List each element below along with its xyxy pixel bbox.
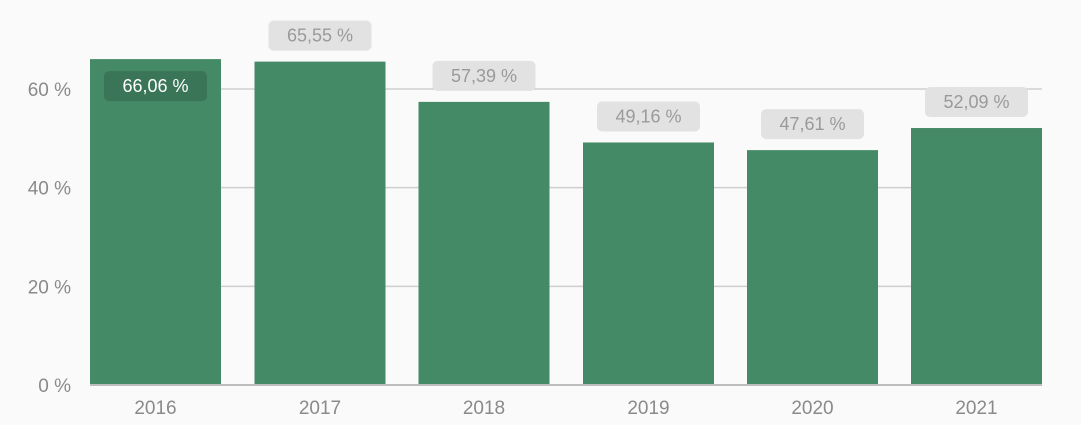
x-tick-label: 2016 [134,398,176,419]
data-label-text: 49,16 % [615,106,681,126]
y-tick-label: 20 % [28,277,71,298]
data-label-2018: 57,39 % [432,60,536,91]
bar-2016 [90,59,221,385]
bar-2020 [747,150,878,385]
data-label-box [432,60,536,91]
x-tick-label: 2020 [791,398,833,419]
data-label-2021: 52,09 % [925,87,1028,118]
axis-layer: 0 % 20 % 40 % 60 % 2016 2017 2018 2019 2020 2021 [28,80,1042,419]
data-label-box [104,71,207,102]
x-tick-label: 2019 [627,398,669,419]
y-tick-label: 40 % [28,179,71,200]
bar-2019 [583,142,714,385]
data-label-text: 57,39 % [451,66,517,86]
data-label-box [925,87,1028,118]
bars-layer [90,59,1042,386]
data-label-2017: 65,55 % [268,20,372,51]
x-tick-label: 2021 [955,398,997,419]
bar-2017 [254,61,386,386]
data-label-2019: 49,16 % [597,101,700,132]
data-label-box [268,20,372,51]
bar-2021 [911,128,1042,386]
grid-layer [90,88,1042,288]
data-label-2016: 66,06 % [104,71,207,102]
y-tick-label: 60 % [28,80,71,101]
bar-2018 [418,101,550,385]
data-label-2020: 47,61 % [761,109,864,140]
data-label-text: 66,06 % [122,76,188,96]
data-label-box [761,109,864,140]
y-tick-label: 0 % [38,376,71,397]
x-tick-label: 2017 [299,398,341,419]
data-label-text: 65,55 % [287,26,353,46]
labels-layer: 66,06 % 65,55 % 57,39 % 49,16 % 47,61 % 52,09… [104,20,1028,140]
data-label-box [597,101,700,132]
data-label-text: 47,61 % [779,114,845,134]
data-label-text: 52,09 % [943,92,1009,112]
x-tick-label: 2018 [463,398,505,419]
